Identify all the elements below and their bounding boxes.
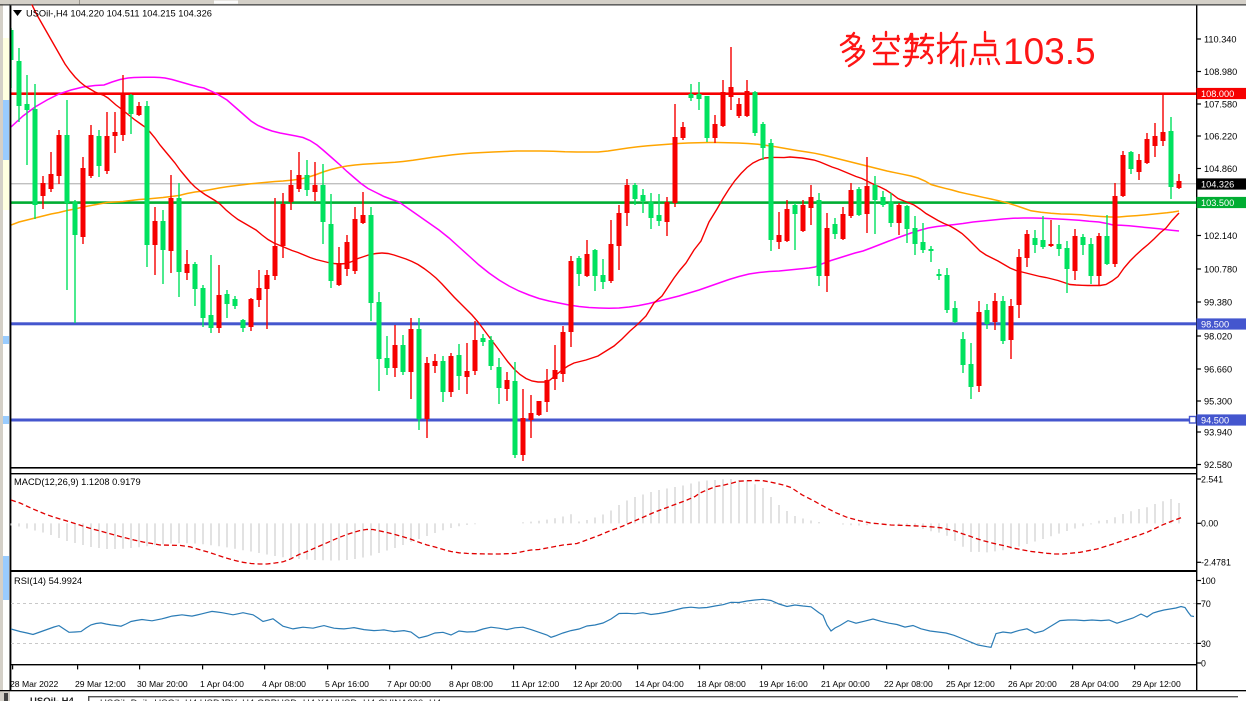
svg-text:-2.4781: -2.4781 (1201, 558, 1231, 568)
svg-text:4 Apr 08:00: 4 Apr 08:00 (262, 679, 306, 689)
svg-text:103.500: 103.500 (1201, 198, 1234, 208)
svg-text:14 Apr 04:00: 14 Apr 04:00 (635, 679, 684, 689)
svg-text:8 Apr 08:00: 8 Apr 08:00 (449, 679, 493, 689)
svg-text:21 Apr 00:00: 21 Apr 00:00 (821, 679, 870, 689)
svg-text:28 Apr 04:00: 28 Apr 04:00 (1070, 679, 1119, 689)
svg-text:28 Mar 2022: 28 Mar 2022 (10, 679, 58, 689)
svg-text:92.580: 92.580 (1204, 460, 1232, 470)
svg-text:5 Apr 16:00: 5 Apr 16:00 (325, 679, 369, 689)
svg-text:29 Mar 12:00: 29 Mar 12:00 (75, 679, 126, 689)
svg-text:25 Apr 12:00: 25 Apr 12:00 (946, 679, 995, 689)
svg-text:107.580: 107.580 (1204, 99, 1237, 109)
svg-text:7 Apr 00:00: 7 Apr 00:00 (387, 679, 431, 689)
svg-text:22 Apr 08:00: 22 Apr 08:00 (884, 679, 933, 689)
svg-text:19 Apr 16:00: 19 Apr 16:00 (759, 679, 808, 689)
svg-text:0.00: 0.00 (1201, 519, 1218, 529)
svg-text:30 Mar 20:00: 30 Mar 20:00 (137, 679, 188, 689)
svg-text:29 Apr 12:00: 29 Apr 12:00 (1132, 679, 1181, 689)
svg-text:106.220: 106.220 (1204, 131, 1237, 141)
svg-text:100: 100 (1201, 576, 1216, 586)
svg-text:RSI(14) 54.9924: RSI(14) 54.9924 (14, 576, 82, 586)
svg-text:USOil-,H4 104.220 104.511 104: USOil-,H4 104.220 104.511 104.215 104.32… (26, 9, 212, 19)
svg-text:108.980: 108.980 (1204, 67, 1237, 77)
svg-text:2.541: 2.541 (1201, 474, 1223, 484)
svg-text:70: 70 (1201, 599, 1211, 609)
svg-text:93.940: 93.940 (1204, 427, 1232, 437)
svg-text:100.780: 100.780 (1204, 264, 1237, 274)
svg-text:99.380: 99.380 (1204, 297, 1232, 307)
svg-text:USOil-,Daily USOil-,H4: USOil-,Daily USOil-,H4 USDJPY-,H4 GBPUSD… (100, 698, 441, 701)
svg-text:95.300: 95.300 (1204, 396, 1232, 406)
svg-text:18 Apr 08:00: 18 Apr 08:00 (697, 679, 746, 689)
svg-text:94.500: 94.500 (1201, 416, 1229, 426)
svg-text:11 Apr 12:00: 11 Apr 12:00 (511, 679, 559, 689)
svg-text:102.140: 102.140 (1204, 231, 1237, 241)
svg-text:USOil-,H4: USOil-,H4 (30, 696, 75, 701)
svg-text:26 Apr 20:00: 26 Apr 20:00 (1008, 679, 1057, 689)
svg-text:0: 0 (1201, 658, 1206, 668)
svg-text:98.020: 98.020 (1204, 331, 1232, 341)
svg-text:12 Apr 20:00: 12 Apr 20:00 (573, 679, 622, 689)
svg-text:104.860: 104.860 (1204, 164, 1237, 174)
svg-text:MACD(12,26,9) 1.1208 0.9179: MACD(12,26,9) 1.1208 0.9179 (14, 477, 141, 487)
svg-text:30: 30 (1201, 639, 1211, 649)
svg-text:1 Apr 04:00: 1 Apr 04:00 (200, 679, 244, 689)
svg-text:103.5: 103.5 (1003, 31, 1096, 72)
svg-text:108.000: 108.000 (1201, 89, 1234, 99)
svg-text:104.326: 104.326 (1201, 180, 1234, 190)
svg-text:98.500: 98.500 (1201, 320, 1229, 330)
svg-text:96.660: 96.660 (1204, 364, 1232, 374)
svg-text:110.340: 110.340 (1204, 34, 1237, 44)
